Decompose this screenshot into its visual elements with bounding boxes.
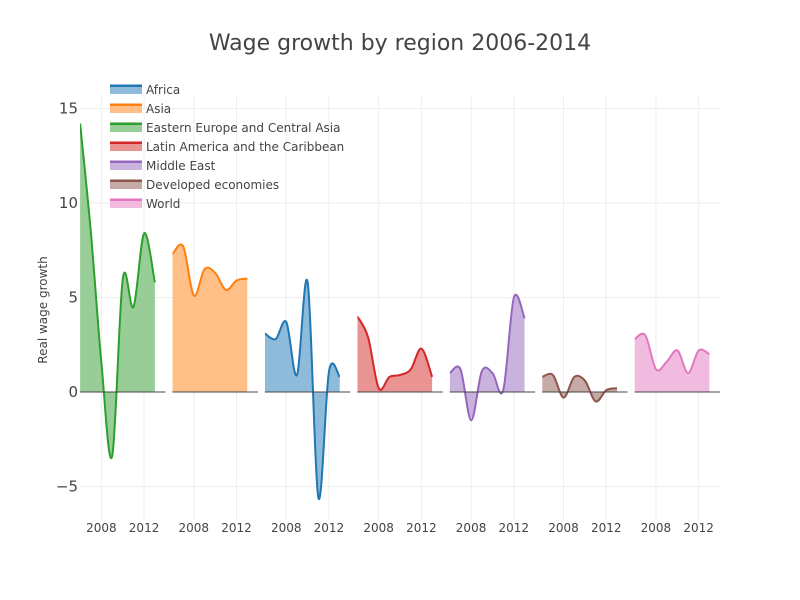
x-tick-label: 2008 (179, 521, 210, 535)
series-area (172, 244, 248, 392)
legend-swatch (110, 179, 142, 189)
series-4 (449, 293, 526, 422)
legend[interactable]: Africa Asia Eastern Europe and Central Asi… (110, 83, 344, 211)
legend-swatch (110, 160, 142, 170)
y-axis-label: Real wage growth (36, 256, 50, 363)
x-tick-label: 2008 (456, 521, 487, 535)
legend-swatch (110, 198, 142, 208)
legend-item[interactable]: Developed economies (110, 178, 279, 192)
legend-item[interactable]: Middle East (110, 159, 216, 173)
series-0 (80, 123, 156, 460)
series-line (357, 315, 434, 391)
x-tick-label: 2008 (86, 521, 117, 535)
legend-label: Middle East (146, 159, 216, 173)
y-tick-label: −5 (56, 478, 78, 496)
legend-label: Africa (146, 83, 180, 97)
legend-label: Eastern Europe and Central Asia (146, 121, 340, 135)
chart-title: Wage growth by region 2006-2014 (209, 31, 591, 56)
x-tick-label: 2012 (499, 521, 530, 535)
legend-item[interactable]: Asia (110, 102, 171, 116)
series-2 (264, 278, 341, 500)
x-tick-label: 2008 (641, 521, 672, 535)
x-tick-label: 2008 (548, 521, 579, 535)
x-tick-label: 2012 (683, 521, 714, 535)
area-series (80, 123, 720, 500)
x-tick-label: 2012 (129, 521, 160, 535)
series-area (449, 294, 525, 421)
x-tick-label: 2012 (221, 521, 252, 535)
legend-item[interactable]: World (110, 197, 180, 211)
series-1 (172, 243, 248, 392)
x-tick-label: 2012 (591, 521, 622, 535)
y-tick-label: 15 (59, 100, 78, 118)
legend-label: World (146, 197, 180, 211)
legend-swatch (110, 141, 142, 151)
x-tick-label: 2012 (406, 521, 437, 535)
series-6 (634, 332, 710, 392)
x-tick-label: 2012 (314, 521, 345, 535)
series-3 (357, 315, 434, 392)
legend-item[interactable]: Latin America and the Caribbean (110, 140, 344, 154)
series-area (264, 279, 340, 500)
series-area (357, 316, 433, 392)
series-line (80, 123, 156, 460)
series-line (542, 372, 618, 403)
legend-label: Asia (146, 102, 171, 116)
series-5 (542, 372, 618, 403)
legend-swatch (110, 84, 142, 94)
legend-label: Latin America and the Caribbean (146, 140, 344, 154)
y-tick-label: 0 (68, 383, 78, 401)
series-line (264, 278, 341, 500)
series-line (172, 243, 248, 297)
legend-swatch (110, 103, 142, 113)
legend-item[interactable]: Africa (110, 83, 180, 97)
legend-item[interactable]: Eastern Europe and Central Asia (110, 121, 340, 135)
x-tick-label: 2008 (363, 521, 394, 535)
y-tick-label: 5 (68, 289, 78, 307)
series-area (634, 333, 710, 392)
axes: −5 0 5 10 15 2008 2012 2008 2012 2008 2012 2008 2012… (56, 100, 714, 536)
series-line (449, 293, 526, 422)
x-tick-label: 2008 (271, 521, 302, 535)
series-area (80, 123, 155, 459)
y-tick-label: 10 (59, 194, 78, 212)
legend-label: Developed economies (146, 178, 279, 192)
series-line (634, 332, 710, 375)
series-area (542, 373, 617, 402)
legend-swatch (110, 122, 142, 132)
